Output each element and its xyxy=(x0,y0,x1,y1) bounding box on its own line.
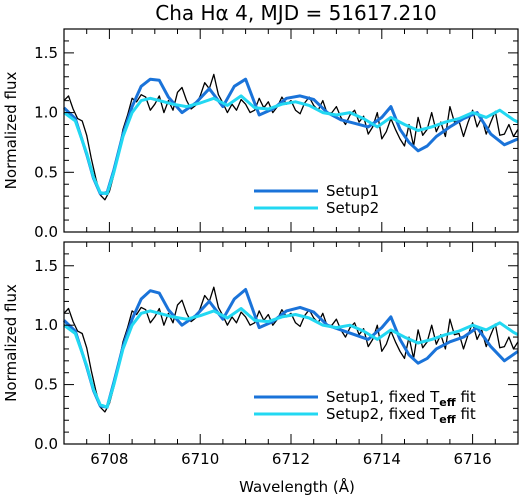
y-tick-label: 0.0 xyxy=(34,223,58,241)
y-tick-label: 1.0 xyxy=(34,316,58,334)
x-tick-label: 6710 xyxy=(181,450,219,468)
y-axis-label: Normalized flux xyxy=(2,72,20,190)
y-tick-label: 1.5 xyxy=(34,257,58,275)
y-tick-label: 0.5 xyxy=(34,163,58,181)
x-tick-label: 6712 xyxy=(272,450,310,468)
legend-label: Setup1, fixed Teff fit xyxy=(326,388,476,409)
legend-label: Setup1 xyxy=(326,182,379,200)
x-tick-label: 6716 xyxy=(454,450,492,468)
y-tick-label: 0.0 xyxy=(34,435,58,453)
x-tick-label: 6708 xyxy=(90,450,128,468)
observed-spectrum-line xyxy=(63,73,519,201)
y-tick-label: 0.5 xyxy=(34,376,58,394)
x-axis-label: Wavelength (Å) xyxy=(239,477,355,496)
chart-title: Cha Hα 4, MJD = 51617.210 xyxy=(155,1,436,25)
legend-label: Setup2 xyxy=(326,199,379,217)
observed-spectrum-line xyxy=(63,286,519,413)
x-tick-label: 6714 xyxy=(363,450,401,468)
model-line-1 xyxy=(62,77,519,196)
legend-label: Setup2, fixed Teff fit xyxy=(326,405,476,426)
y-tick-label: 1.5 xyxy=(34,44,58,62)
model-line-2 xyxy=(63,94,519,196)
model-line-1 xyxy=(62,288,519,409)
bottom-panel: 0.0 0.5 1.0 1.5 6708 6710 6712 6714 6716 Normaliz… xyxy=(2,241,519,468)
y-tick-label: 1.0 xyxy=(34,104,58,122)
y-axis-label: Normalized flux xyxy=(2,284,20,402)
plot-frame xyxy=(63,28,519,233)
model-line-2 xyxy=(63,307,519,409)
